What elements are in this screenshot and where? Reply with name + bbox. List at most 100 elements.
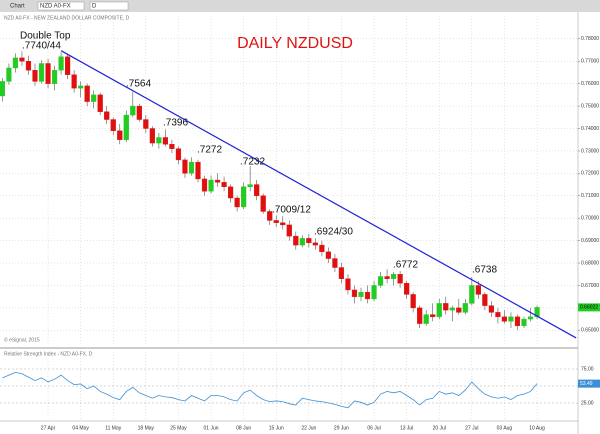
y-tick-label: 75.00: [581, 366, 594, 372]
y-tick-label: 0.65000: [581, 328, 599, 334]
x-tick-label: 18 May: [138, 425, 155, 431]
y-tick-label: 0.77000: [581, 59, 599, 65]
candle-body: [391, 274, 397, 279]
y-tick-label: 0.75000: [581, 103, 599, 109]
candle-body: [423, 314, 429, 324]
interval-input[interactable]: [89, 1, 129, 11]
candle-body: [38, 63, 45, 82]
x-tick-label: 11 May: [105, 425, 122, 431]
candle-body: [97, 94, 103, 112]
annotation: .7564: [126, 79, 151, 90]
candle-body: [534, 307, 540, 318]
candle-body: [182, 159, 188, 174]
candle-body: [136, 105, 142, 120]
candle-body: [293, 235, 299, 246]
candle-body: [143, 119, 149, 129]
candle-body: [443, 303, 449, 311]
candle-body: [227, 186, 234, 199]
rsi-last-box: [578, 379, 600, 388]
y-tick-label: 0.76000: [581, 81, 599, 87]
x-tick-label: 15 Jun: [269, 425, 284, 431]
last-price-box: [578, 303, 600, 312]
candle-body: [104, 111, 110, 120]
candle-body: [45, 63, 51, 84]
rsi-line: [2, 371, 538, 409]
toolbar: [0, 0, 600, 12]
candle-body: [58, 56, 64, 71]
x-tick-label: 25 May: [170, 425, 187, 431]
rsi-last-label: 53.49: [580, 381, 593, 387]
candle-body: [214, 179, 221, 183]
candle-body: [371, 285, 377, 300]
trendline: [60, 50, 577, 339]
chart-title: DAILY NZDUSD: [237, 35, 353, 52]
candle-body: [19, 57, 25, 62]
y-tick-label: 0.74000: [581, 126, 599, 132]
annotation: .7740/44: [22, 41, 61, 52]
x-tick-label: 27 Jul: [465, 425, 478, 431]
candle-body: [469, 285, 475, 304]
annotation: .7396: [163, 118, 188, 129]
candle-body: [332, 258, 338, 268]
candle-body: [130, 105, 136, 116]
y-tick-label: 0.69000: [581, 238, 599, 244]
candle-body: [12, 57, 19, 69]
candle-body: [462, 303, 468, 313]
x-tick-label: 08 Jun: [236, 425, 251, 431]
y-tick-label: 0.70000: [581, 216, 599, 222]
x-tick-label: 13 Jul: [400, 425, 413, 431]
y-tick-label: 0.68000: [581, 260, 599, 266]
candle-body: [449, 307, 455, 311]
candle-body: [495, 312, 501, 318]
x-tick-label: 27 Apr: [41, 425, 56, 431]
candle-body: [312, 242, 318, 246]
candle-body: [156, 137, 162, 144]
x-tick-label: 10 Aug: [529, 425, 545, 431]
subtitle: NZD A0-FX - NEW ZEALAND DOLLAR COMPOSITE…: [4, 15, 130, 21]
candle-body: [358, 291, 364, 297]
symbol[interactable]: NZD A0-FX: [40, 4, 71, 10]
candle-body: [188, 161, 195, 174]
candle-body: [123, 114, 129, 140]
annotation: .7232: [240, 157, 265, 168]
symbol-input[interactable]: [37, 1, 85, 11]
candle-body: [475, 285, 481, 295]
candle-body: [482, 294, 488, 306]
candle-body: [351, 289, 358, 297]
candle-body: [514, 316, 521, 327]
annotation: .7272: [197, 145, 222, 156]
candle-body: [521, 318, 527, 327]
candle-body: [456, 307, 462, 313]
candle-body: [397, 274, 403, 284]
candle-body: [117, 130, 123, 140]
interval[interactable]: D: [92, 4, 97, 10]
x-tick-label: 04 May: [72, 425, 89, 431]
candle-body: [501, 316, 508, 322]
candle-body: [364, 291, 371, 300]
rsi-label: Relative Strength Index - NZD A0-FX, D: [4, 351, 93, 357]
candle-body: [430, 314, 436, 318]
candle-body: [25, 61, 32, 71]
candle-body: [241, 186, 247, 208]
candle-body: [195, 161, 201, 180]
candle-body: [404, 283, 410, 295]
candle-body: [78, 85, 84, 89]
x-tick-label: 29 Jun: [334, 425, 349, 431]
candle-body: [234, 197, 240, 208]
candle-body: [254, 184, 260, 196]
candle-body: [325, 251, 332, 259]
candle-body: [436, 303, 442, 318]
x-tick-label: 20 Jul: [433, 425, 446, 431]
x-tick-label: 03 Aug: [497, 425, 513, 431]
toolbar-title: Chart: [10, 4, 25, 10]
y-tick-label: 0.78000: [581, 36, 599, 42]
x-tick-label: 22 Jun: [301, 425, 316, 431]
candle-body: [0, 81, 6, 97]
candle-body: [208, 179, 214, 192]
candle-body: [221, 182, 227, 188]
candle-body: [319, 244, 325, 253]
candle-body: [286, 224, 292, 237]
candle-body: [267, 211, 273, 221]
candle-body: [384, 276, 390, 279]
